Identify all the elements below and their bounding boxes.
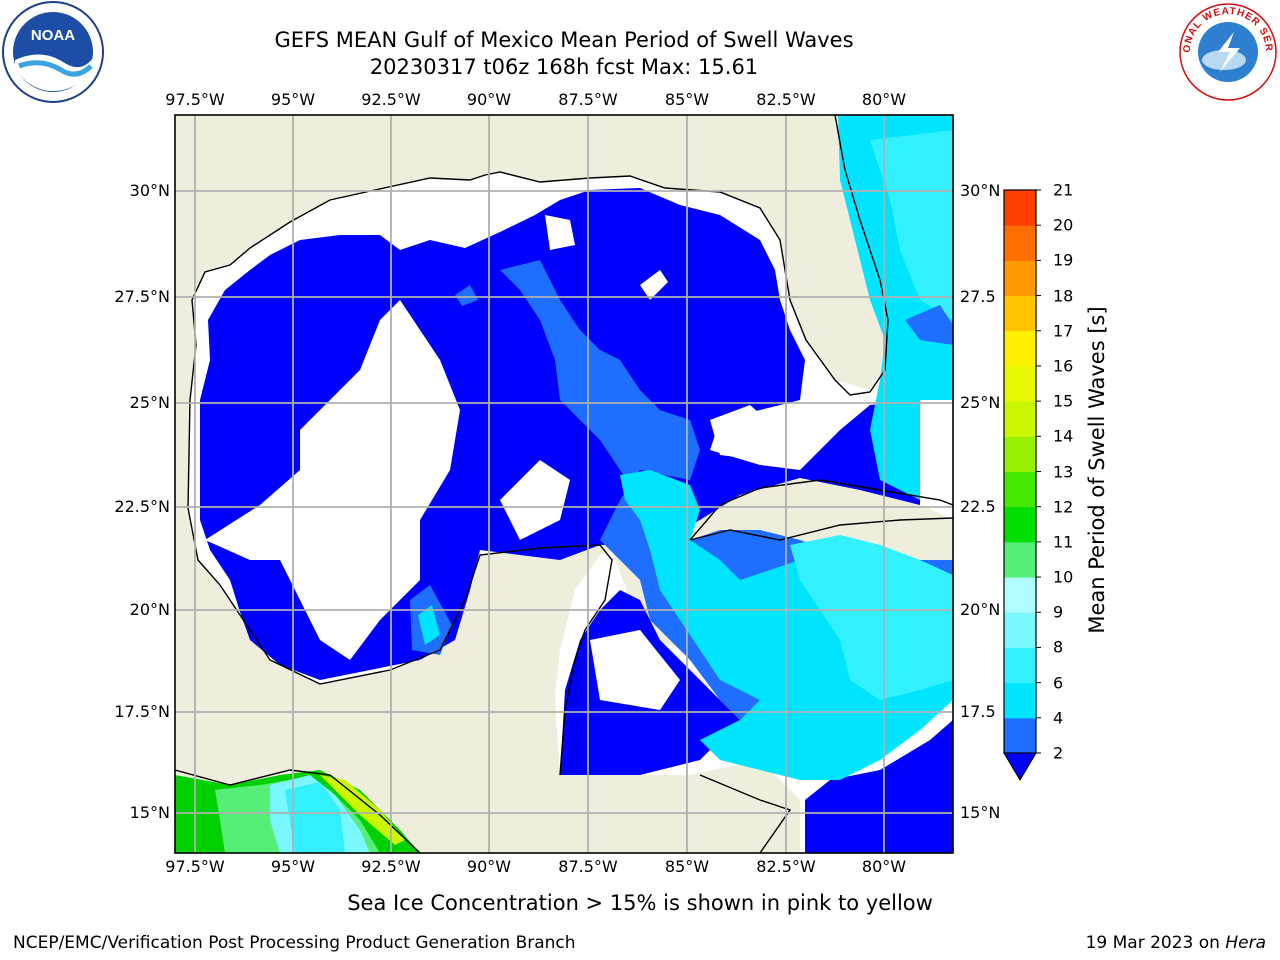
colorbar-bin bbox=[1004, 506, 1036, 543]
lon-label-bottom: 95°W bbox=[270, 857, 316, 876]
lat-label-left: 22.5°N bbox=[114, 497, 170, 516]
colorbar-under-arrow bbox=[1003, 752, 1037, 781]
colorbar-bin bbox=[1004, 541, 1036, 578]
swell-6-8s-atlantic bbox=[870, 130, 953, 320]
lat-label-left: 17.5°N bbox=[114, 702, 170, 721]
colorbar-tick-label: 4 bbox=[1053, 708, 1064, 728]
lat-label-left: 30°N bbox=[129, 181, 170, 200]
lat-label-right: 27.5 bbox=[960, 287, 996, 306]
white-patch-west bbox=[205, 300, 460, 660]
colorbar-bin bbox=[1004, 295, 1036, 332]
colorbar bbox=[1003, 189, 1041, 781]
colorbar-tick-label: 18 bbox=[1053, 286, 1074, 306]
swell-4-6s-bay bbox=[418, 605, 440, 645]
nws-logo: NATIONAL WEATHER SERVICE bbox=[1178, 2, 1277, 101]
lat-label-left: 15°N bbox=[129, 803, 170, 822]
lon-label-top: 97.5°W bbox=[165, 90, 225, 109]
lat-label-right: 15°N bbox=[960, 803, 1001, 822]
colorbar-tick-label: 19 bbox=[1053, 250, 1074, 270]
colorbar-bin bbox=[1004, 330, 1036, 367]
gridlines bbox=[175, 115, 953, 853]
colorbar-label: Mean Period of Swell Waves [s] bbox=[1085, 306, 1109, 634]
colorbar-tick-label: 12 bbox=[1053, 497, 1074, 517]
lon-label-bottom: 92.5°W bbox=[361, 857, 421, 876]
footnote: Sea Ice Concentration > 15% is shown in … bbox=[347, 891, 933, 915]
lon-label-bottom: 82.5°W bbox=[756, 857, 816, 876]
colorbar-bin bbox=[1004, 436, 1036, 472]
swell-2-4s-atlantic bbox=[905, 305, 953, 345]
coastline-gulf bbox=[187, 115, 889, 509]
colorbar-bin bbox=[1004, 365, 1036, 402]
lon-label-top: 85°W bbox=[664, 90, 710, 109]
colorbar-tick-label: 2 bbox=[1053, 743, 1064, 763]
noaa-logo: NOAA bbox=[2, 1, 104, 103]
swell-2-4s-ne bbox=[455, 285, 478, 306]
map-title: GEFS MEAN Gulf of Mexico Mean Period of … bbox=[274, 28, 854, 52]
colorbar-bin bbox=[1004, 260, 1036, 297]
white-patch-center bbox=[500, 460, 570, 540]
colorbar-bin bbox=[1004, 471, 1036, 508]
colorbar-tick-label: 15 bbox=[1053, 391, 1074, 411]
colorbar-tick-label: 13 bbox=[1053, 462, 1074, 481]
colorbar-tick-label: 20 bbox=[1053, 215, 1074, 235]
swell-under-2s-caribbean bbox=[805, 720, 953, 853]
lon-label-top: 95°W bbox=[270, 90, 316, 109]
white-patch-north bbox=[545, 215, 575, 250]
colorbar-bin bbox=[1004, 682, 1036, 719]
colorbar-bin bbox=[1004, 190, 1036, 226]
colorbar-bin bbox=[1004, 577, 1036, 613]
colorbar-tick-label: 8 bbox=[1053, 637, 1064, 657]
colorbar-bin bbox=[1004, 717, 1036, 754]
lat-label-right: 17.5 bbox=[960, 702, 996, 721]
lat-label-left: 20°N bbox=[129, 600, 170, 619]
colorbar-bin bbox=[1004, 225, 1036, 261]
lat-label-right: 22.5 bbox=[960, 497, 996, 516]
svg-text:NOAA: NOAA bbox=[31, 27, 75, 44]
coastline-cuba bbox=[689, 479, 953, 541]
white-patch-east bbox=[710, 405, 790, 460]
lon-label-top: 90°W bbox=[466, 90, 512, 109]
colorbar-bin bbox=[1004, 612, 1036, 648]
colorbar-tick-label: 14 bbox=[1053, 426, 1074, 446]
colorbar-tick-label: 21 bbox=[1053, 180, 1074, 200]
lon-label-bottom: 85°W bbox=[664, 857, 710, 876]
lon-label-bottom: 87.5°W bbox=[558, 857, 618, 876]
colorbar-tick-label: 9 bbox=[1053, 602, 1064, 622]
lon-label-bottom: 90°W bbox=[466, 857, 512, 876]
colorbar-tick-label: 11 bbox=[1053, 532, 1074, 552]
map-frame bbox=[174, 114, 954, 854]
lon-label-top: 82.5°W bbox=[756, 90, 816, 109]
lon-label-top: 80°W bbox=[861, 90, 907, 109]
lon-label-top: 87.5°W bbox=[558, 90, 618, 109]
lat-label-right: 25°N bbox=[960, 393, 1001, 412]
lat-label-left: 25°N bbox=[129, 393, 170, 412]
colorbar-tick-label: 16 bbox=[1053, 356, 1074, 376]
lat-label-right: 20°N bbox=[960, 600, 1001, 619]
colorbar-tick-label: 6 bbox=[1053, 673, 1064, 693]
white-patch-ne bbox=[640, 270, 668, 300]
map-subtitle: 20230317 t06z 168h fcst Max: 15.61 bbox=[369, 55, 759, 79]
colorbar-bin bbox=[1004, 401, 1036, 437]
swell-6-8s-caribbean bbox=[790, 535, 953, 700]
lat-label-left: 27.5°N bbox=[114, 287, 170, 306]
lon-label-top: 92.5°W bbox=[361, 90, 421, 109]
colorbar-tick-label: 10 bbox=[1053, 567, 1074, 587]
colorbar-tick-label: 17 bbox=[1053, 321, 1074, 341]
lon-label-bottom: 80°W bbox=[861, 857, 907, 876]
credit-left: NCEP/EMC/Verification Post Processing Pr… bbox=[13, 933, 576, 953]
colorbar-bin bbox=[1004, 647, 1036, 684]
credit-right: 19 Mar 2023 on Hera bbox=[1085, 933, 1266, 953]
coastline-central-america bbox=[175, 769, 792, 853]
lon-label-bottom: 97.5°W bbox=[165, 857, 225, 876]
pacific-12-14s bbox=[320, 775, 405, 845]
lat-label-right: 30°N bbox=[960, 181, 1001, 200]
pacific-6-8s bbox=[285, 782, 345, 853]
white-patch-yucatan bbox=[590, 630, 680, 710]
